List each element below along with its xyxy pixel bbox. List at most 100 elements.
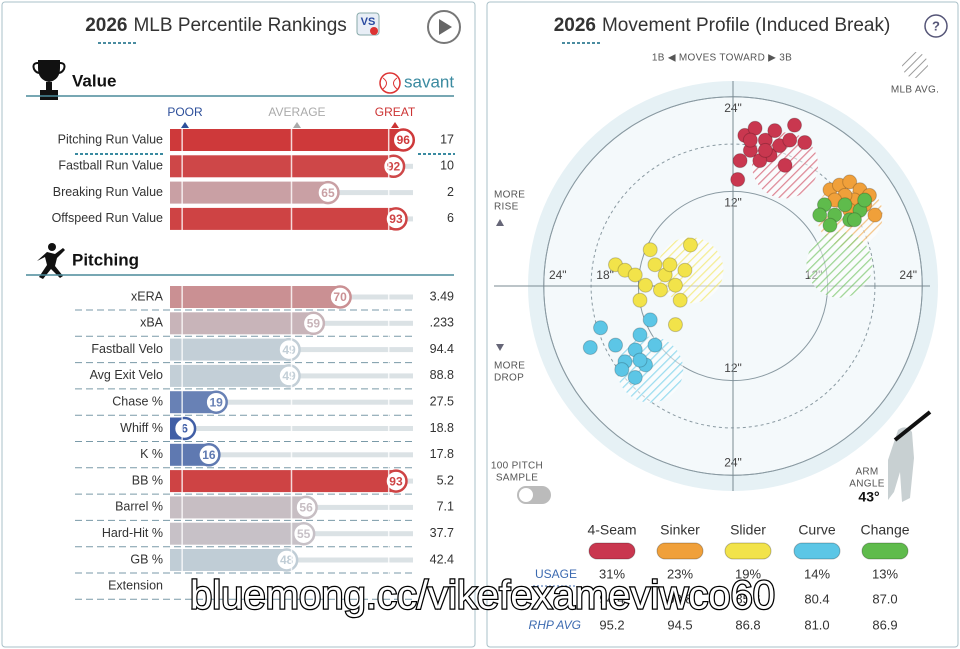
arm-line (893, 410, 932, 442)
pitch-point (742, 132, 758, 148)
metric-value: 10 (440, 159, 454, 173)
percentile-label: 55 (297, 527, 311, 541)
percentile-badge (391, 128, 416, 152)
average-arrow (293, 122, 301, 128)
usage-value: 19% (735, 566, 761, 581)
usage-value: 31% (599, 566, 625, 581)
toggle-knob (519, 488, 533, 502)
arm-angle-label: ARM (855, 467, 878, 478)
help-button[interactable]: ? (924, 14, 948, 38)
velo-value: 94.4 (599, 591, 624, 606)
rhp-avg-value: 81.0 (804, 617, 829, 632)
sample-label: 100 PITCH (491, 461, 543, 472)
percentile-label: 49 (282, 369, 296, 383)
metric-value: 18.8 (430, 421, 454, 435)
metric-label: xERA (131, 289, 164, 303)
legend-name: Sinker (660, 522, 700, 538)
pitch-point (677, 262, 693, 278)
section-title: Pitching (72, 250, 139, 269)
legend-swatch (724, 542, 772, 560)
scale-average: AVERAGE (268, 105, 325, 119)
percentile-label: 92 (387, 159, 401, 173)
metric-label: Extension (108, 579, 163, 593)
percentile-label: 49 (282, 343, 296, 357)
savant-logo (379, 72, 401, 94)
metric-label: Fastball Velo (91, 342, 163, 356)
percentile-bar (170, 181, 328, 204)
title: Movement Profile (Induced Break) (602, 15, 890, 36)
pitch-point (642, 242, 658, 258)
poor-arrow (181, 122, 189, 128)
percentile-bar (170, 286, 341, 308)
percentile-badge (384, 469, 408, 493)
legend-swatch (793, 542, 841, 560)
metric-label: Breaking Run Value (53, 185, 163, 199)
percentile-label: 93 (389, 474, 403, 488)
pitch-point (777, 157, 793, 173)
percentile-bar (170, 549, 287, 571)
pitch-point (667, 277, 683, 293)
drop-label: DROP (494, 373, 524, 384)
pitcher-icon (37, 243, 65, 279)
percentile-badge (204, 390, 228, 414)
metric-value: 6 (447, 211, 454, 225)
percentile-badge (277, 364, 301, 388)
percentile-bar (170, 470, 396, 493)
rankings-title: 2026 MLB Percentile Rankings (85, 15, 347, 36)
movement-chart: 24"18"12"24"24"12"12"24"1B ◀ MOVES TOWAR… (491, 52, 939, 632)
percentile-bar (170, 129, 404, 151)
percentile-label: 56 (299, 501, 313, 515)
rise-label: RISE (494, 202, 519, 213)
metric-label: Barrel % (115, 500, 163, 514)
x-tick-label: 24" (899, 268, 917, 282)
velo-value: 85.6 (735, 591, 760, 606)
percentile-badge (294, 495, 318, 520)
pitch-point (627, 369, 643, 385)
play-button[interactable] (427, 10, 461, 44)
pitch-point (632, 327, 648, 343)
legend-name: Change (860, 522, 909, 538)
percentile-badge (328, 285, 352, 309)
percentile-bar (170, 496, 307, 519)
rankings: Value Pitching Run Value 96 17 Fastball Run … (26, 71, 454, 600)
legend-name: Slider (730, 522, 766, 538)
pitch-point (647, 337, 663, 353)
x-direction-label: 1B ◀ MOVES TOWARD ▶ 3B (652, 53, 792, 64)
percentile-bar (170, 207, 396, 230)
metric-label: Fastball Run Value (58, 159, 163, 173)
movement-title: 2026 Movement Profile (Induced Break) (554, 15, 891, 36)
percentile-label: 6 (181, 422, 188, 436)
pitch-point (822, 217, 838, 233)
percentile-badge (172, 416, 197, 441)
mlb-average (806, 231, 873, 298)
percentile-label: 65 (321, 186, 335, 200)
percentile-badge (197, 443, 221, 467)
metric-value: 94.4 (430, 342, 454, 356)
year: 2026 (85, 15, 127, 36)
svg-text:VS: VS (361, 16, 376, 28)
metric-value: 42.4 (430, 552, 454, 566)
pitch-point (732, 153, 748, 169)
percentile-bar (170, 312, 314, 335)
percentile-badge (384, 207, 408, 231)
pitch-point (846, 212, 862, 228)
legend-swatch (656, 542, 704, 560)
trophy-icon (32, 60, 66, 100)
pitch-point (672, 292, 688, 308)
title: MLB Percentile Rankings (133, 15, 346, 36)
percentile-badge (301, 311, 326, 336)
x-tick-label: 24" (549, 268, 567, 282)
metric-value: 27.5 (430, 394, 454, 408)
velo-value: 93.8 (667, 591, 692, 606)
avg-legend-label: MLB AVG. (891, 85, 939, 96)
pitch-point (614, 362, 630, 378)
pitch-point (667, 317, 683, 333)
percentile-bar (170, 155, 394, 178)
metric-value: 17.8 (430, 447, 454, 461)
watermark: bluemong.cc/vikefexameviwco60 (190, 574, 775, 618)
arm-angle-value: 43° (858, 489, 879, 505)
row-label: RHP AVG (529, 618, 581, 632)
percentile-bar (170, 522, 304, 545)
percentile-label: 70 (333, 290, 347, 304)
